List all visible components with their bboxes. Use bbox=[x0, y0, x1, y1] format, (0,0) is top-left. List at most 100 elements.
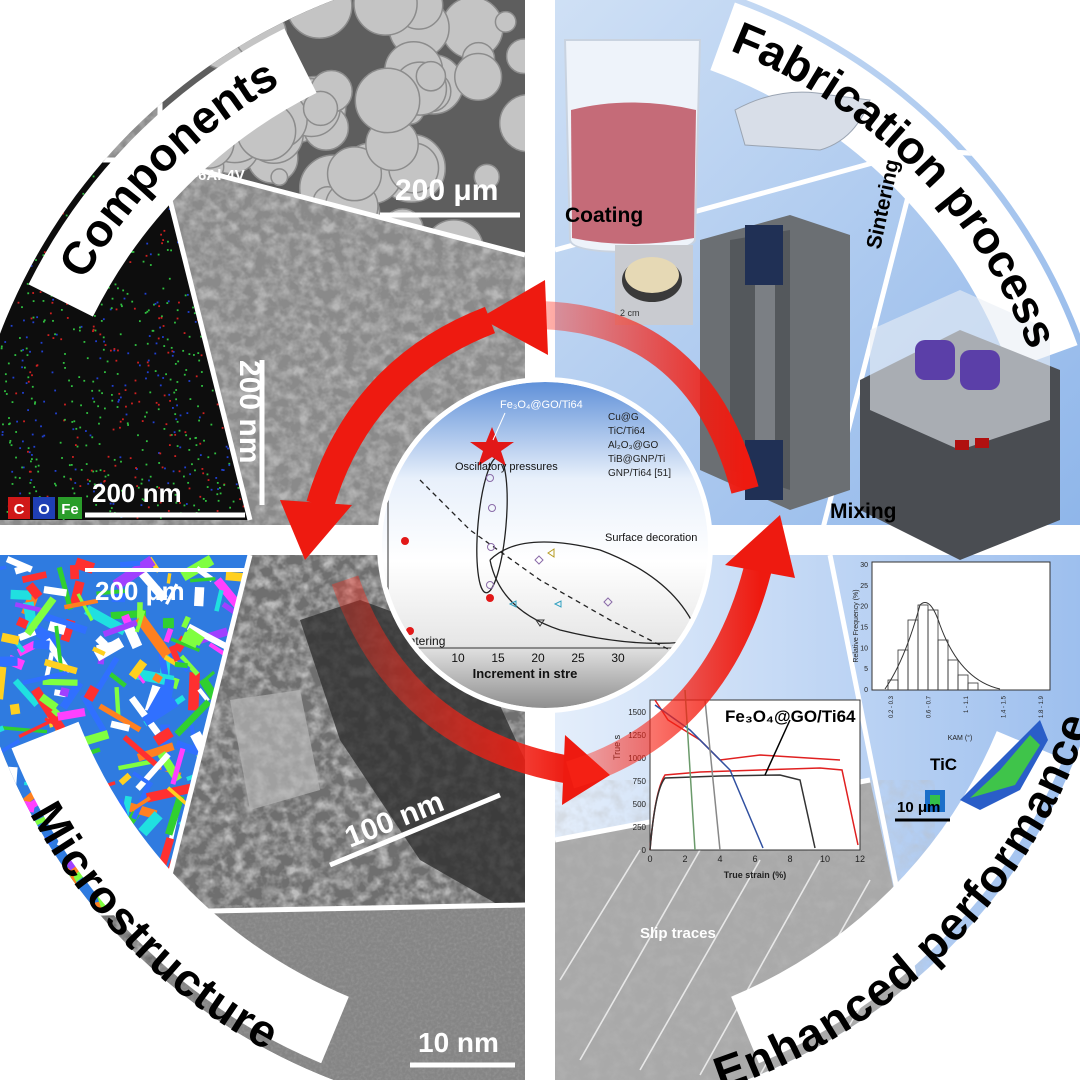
eds-dot bbox=[129, 261, 131, 263]
eds-dot bbox=[164, 395, 166, 397]
eds-dot bbox=[163, 345, 165, 347]
eds-dot bbox=[32, 386, 34, 388]
eds-dot bbox=[146, 311, 148, 313]
eds-dot bbox=[146, 440, 148, 442]
eds-dot bbox=[2, 190, 4, 192]
eds-dot bbox=[184, 374, 186, 376]
eds-dot bbox=[28, 381, 30, 383]
eds-dot bbox=[92, 398, 94, 400]
eds-dot bbox=[23, 467, 25, 469]
eds-dot bbox=[87, 483, 89, 485]
eds-dot bbox=[28, 251, 30, 253]
ebsd-grain bbox=[0, 773, 9, 792]
eds-dot bbox=[55, 413, 57, 415]
eds-dot bbox=[92, 381, 94, 383]
eds-dot bbox=[150, 264, 152, 266]
eds-dot bbox=[36, 365, 38, 367]
eds-dot bbox=[85, 430, 87, 432]
eds-dot bbox=[196, 444, 198, 446]
eds-dot bbox=[199, 443, 201, 445]
eds-dot bbox=[162, 336, 164, 338]
eds-dot bbox=[55, 485, 57, 487]
eds-dot bbox=[3, 161, 5, 163]
eds-dot bbox=[195, 437, 197, 439]
eds-dot bbox=[109, 510, 111, 512]
eds-dot bbox=[14, 271, 16, 273]
eds-dot bbox=[19, 493, 21, 495]
eds-dot bbox=[22, 349, 24, 351]
eds-dot bbox=[29, 451, 31, 453]
ebsd-grain bbox=[0, 884, 37, 919]
eds-dot bbox=[236, 483, 238, 485]
eds-dot bbox=[115, 360, 117, 362]
eds-dot bbox=[21, 467, 23, 469]
eds-dot bbox=[186, 412, 188, 414]
eds-dot bbox=[159, 327, 161, 329]
eds-dot bbox=[167, 339, 169, 341]
element-c: C bbox=[14, 501, 25, 518]
hist-x-tick: 1 - 1.1 bbox=[964, 695, 970, 713]
eds-dot bbox=[81, 176, 83, 178]
eds-dot bbox=[54, 483, 56, 485]
eds-dot bbox=[86, 496, 88, 498]
eds-dot bbox=[198, 458, 200, 460]
center-x-tick: 15 bbox=[491, 651, 505, 665]
eds-dot bbox=[187, 294, 189, 296]
eds-dot bbox=[174, 431, 176, 433]
eds-dot bbox=[168, 394, 170, 396]
eds-dot bbox=[163, 325, 165, 327]
phase-label: TiC bbox=[930, 755, 957, 774]
legend-entry: TiC/Ti64 bbox=[608, 426, 645, 437]
eds-dot bbox=[178, 302, 180, 304]
eds-dot bbox=[103, 341, 105, 343]
curve-label: Fe₃O₄@GO/Ti64 bbox=[725, 707, 856, 726]
eds-dot bbox=[13, 202, 15, 204]
hist-x-tick: 0.6 - 0.7 bbox=[927, 695, 933, 718]
eds-dot bbox=[101, 304, 103, 306]
eds-dot bbox=[118, 393, 120, 395]
sphere bbox=[271, 169, 287, 185]
eds-dot bbox=[103, 470, 105, 472]
eds-dot bbox=[227, 448, 229, 450]
eds-dot bbox=[34, 403, 36, 405]
eds-dot bbox=[15, 431, 17, 433]
eds-dot bbox=[64, 419, 66, 421]
eds-dot bbox=[238, 487, 240, 489]
eds-dot bbox=[79, 330, 81, 332]
stress-tick: 1500 bbox=[628, 708, 646, 717]
ebsd-grain bbox=[22, 888, 32, 910]
hist-y-tick: 5 bbox=[864, 666, 868, 673]
strain-tick: 2 bbox=[682, 854, 687, 864]
eds-dot bbox=[86, 463, 88, 465]
eds-dot bbox=[68, 380, 70, 382]
eds-dot bbox=[146, 412, 148, 414]
eds-dot bbox=[99, 443, 101, 445]
eds-dot bbox=[122, 289, 124, 291]
eds-dot bbox=[89, 480, 91, 482]
eds-dot bbox=[117, 373, 119, 375]
eds-dot bbox=[52, 320, 54, 322]
eds-dot bbox=[75, 428, 77, 430]
eds-dot bbox=[81, 469, 83, 471]
eds-dot bbox=[0, 208, 2, 210]
eds-dot bbox=[66, 215, 68, 217]
eds-dot bbox=[11, 471, 13, 473]
eds-dot bbox=[98, 390, 100, 392]
eds-dot bbox=[203, 498, 205, 500]
eds-dot bbox=[28, 173, 30, 175]
eds-dot bbox=[26, 261, 28, 263]
eds-dot bbox=[50, 204, 52, 206]
eds-dot bbox=[125, 389, 127, 391]
eds-dot bbox=[21, 184, 23, 186]
eds-dot bbox=[175, 389, 177, 391]
ebsd-scale: 200 μm bbox=[95, 576, 185, 606]
eds-dot bbox=[127, 422, 129, 424]
center-x-tick: 10 bbox=[451, 651, 465, 665]
eds-dot bbox=[220, 493, 222, 495]
eds-dot bbox=[27, 258, 29, 260]
eds-dot bbox=[27, 283, 29, 285]
eds-dot bbox=[201, 354, 203, 356]
eds-dot bbox=[52, 371, 54, 373]
eds-dot bbox=[5, 381, 7, 383]
eds-dot bbox=[16, 241, 18, 243]
